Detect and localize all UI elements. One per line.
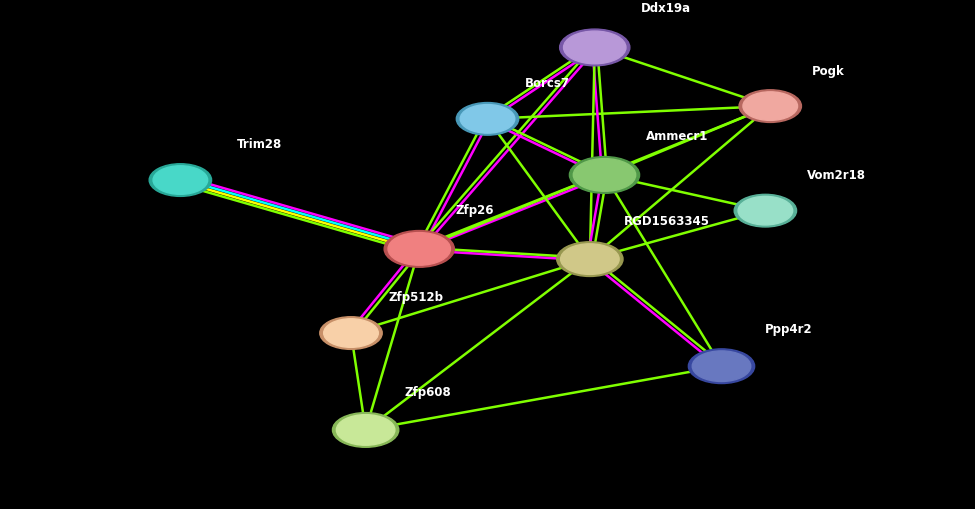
Circle shape [333,324,369,343]
Text: Trim28: Trim28 [237,138,282,151]
Text: Pogk: Pogk [812,65,845,77]
Circle shape [734,195,797,228]
Circle shape [739,91,801,123]
Circle shape [332,413,399,447]
Circle shape [384,231,454,268]
Circle shape [573,159,636,192]
Text: Borcs7: Borcs7 [525,77,569,90]
Circle shape [753,98,788,116]
Circle shape [163,172,198,190]
Text: Ppp4r2: Ppp4r2 [765,322,813,335]
Text: Zfp512b: Zfp512b [388,291,443,304]
Circle shape [702,356,741,376]
Circle shape [460,105,515,134]
Circle shape [688,349,755,384]
Circle shape [738,197,793,225]
Circle shape [743,93,798,121]
Circle shape [336,415,395,445]
Circle shape [388,233,450,266]
Circle shape [320,317,382,350]
Circle shape [570,249,608,269]
Circle shape [470,110,505,129]
Circle shape [149,164,212,197]
Text: Zfp608: Zfp608 [405,386,451,399]
Circle shape [561,244,619,275]
Circle shape [153,166,208,195]
Circle shape [574,38,615,59]
Text: Ddx19a: Ddx19a [641,3,690,15]
Circle shape [584,165,625,186]
Circle shape [324,319,378,348]
Text: RGD1563345: RGD1563345 [624,215,710,228]
Circle shape [456,103,519,136]
Circle shape [399,239,440,260]
Circle shape [692,351,751,382]
Text: Vom2r18: Vom2r18 [807,169,867,182]
Text: Ammecr1: Ammecr1 [645,130,708,143]
Circle shape [564,32,626,65]
Circle shape [557,242,623,277]
Text: Zfp26: Zfp26 [455,204,493,216]
Circle shape [560,30,630,67]
Circle shape [748,202,783,220]
Circle shape [569,157,640,194]
Circle shape [347,420,384,440]
